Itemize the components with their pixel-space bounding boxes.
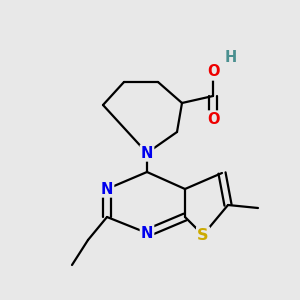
Text: H: H [225, 50, 237, 65]
Text: N: N [141, 146, 153, 160]
Text: N: N [141, 226, 153, 241]
Text: N: N [101, 182, 113, 196]
Text: O: O [207, 64, 219, 80]
Text: S: S [197, 227, 209, 242]
Text: O: O [207, 112, 219, 127]
